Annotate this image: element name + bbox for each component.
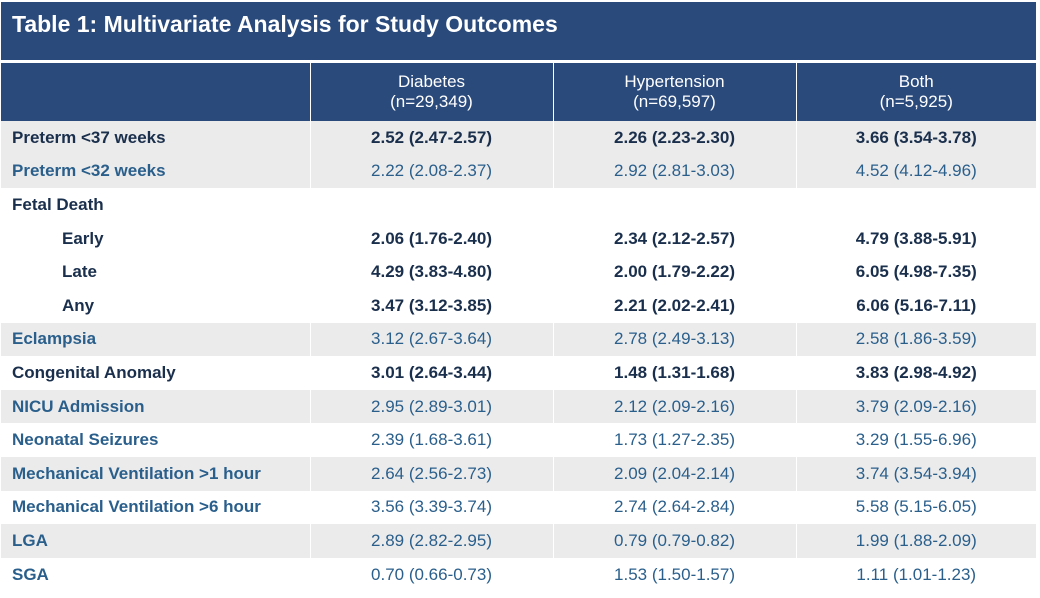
cell-diabetes: 3.56 (3.39-3.74): [309, 490, 553, 525]
row-label: Mechanical Ventilation >1 hour: [1, 456, 310, 491]
cell-hypertension: 1.53 (1.50-1.57): [552, 557, 796, 592]
row-label: Preterm <32 weeks: [1, 154, 310, 189]
column-header-diabetes: Diabetes (n=29,349): [309, 63, 553, 121]
cell-both: 4.79 (3.88-5.91): [795, 221, 1036, 256]
cell-both: 3.66 (3.54-3.78): [795, 121, 1036, 155]
cell-hypertension: 1.73 (1.27-2.35): [552, 423, 796, 457]
cell-diabetes: [309, 188, 553, 222]
column-header-both: Both (n=5,925): [795, 63, 1036, 121]
cell-both: 3.74 (3.54-3.94): [795, 456, 1036, 491]
cell-hypertension: 2.21 (2.02-2.41): [552, 288, 796, 323]
table-row: Preterm <37 weeks 2.52 (2.47-2.57) 2.26 …: [1, 121, 1036, 155]
row-label: Early: [1, 221, 310, 256]
cell-diabetes: 2.64 (2.56-2.73): [309, 456, 553, 491]
cell-hypertension: [552, 188, 796, 222]
cell-both: 1.99 (1.88-2.09): [795, 524, 1036, 558]
row-label: Eclampsia: [1, 322, 310, 357]
table-row: Mechanical Ventilation >6 hour 3.56 (3.3…: [1, 490, 1036, 525]
column-name: Diabetes: [397, 72, 466, 91]
cell-diabetes: 2.39 (1.68-3.61): [309, 423, 553, 457]
cell-hypertension: 1.48 (1.31-1.68): [552, 356, 796, 390]
row-label: NICU Admission: [1, 389, 310, 424]
cell-diabetes: 3.47 (3.12-3.85): [309, 288, 553, 323]
table-row: NICU Admission 2.95 (2.89-3.01) 2.12 (2.…: [1, 389, 1036, 424]
cell-hypertension: 2.34 (2.12-2.57): [552, 221, 796, 256]
column-header-hypertension: Hypertension (n=69,597): [552, 63, 796, 121]
cell-both: 6.06 (5.16-7.11): [795, 288, 1036, 323]
cell-diabetes: 3.01 (2.64-3.44): [309, 356, 553, 390]
cell-hypertension: 2.12 (2.09-2.16): [552, 389, 796, 424]
cell-diabetes: 2.06 (1.76-2.40): [309, 221, 553, 256]
cell-both: 1.11 (1.01-1.23): [795, 557, 1036, 592]
cell-both: 6.05 (4.98-7.35): [795, 255, 1036, 289]
row-label: Mechanical Ventilation >6 hour: [1, 490, 310, 525]
table-row: LGA 2.89 (2.82-2.95) 0.79 (0.79-0.82) 1.…: [1, 524, 1036, 558]
table-row: Preterm <32 weeks 2.22 (2.08-2.37) 2.92 …: [1, 154, 1036, 189]
column-name: Hypertension: [624, 72, 725, 91]
row-label: Preterm <37 weeks: [1, 121, 310, 155]
table-row: Fetal Death: [1, 188, 1036, 222]
cell-both: [795, 188, 1036, 222]
cell-diabetes: 4.29 (3.83-4.80): [309, 255, 553, 289]
row-label: Congenital Anomaly: [1, 356, 310, 390]
cell-hypertension: 0.79 (0.79-0.82): [552, 524, 796, 558]
cell-diabetes: 2.52 (2.47-2.57): [309, 121, 553, 155]
cell-both: 4.52 (4.12-4.96): [795, 154, 1036, 189]
cell-hypertension: 2.74 (2.64-2.84): [552, 490, 796, 525]
column-count: (n=5,925): [879, 92, 953, 111]
cell-both: 3.79 (2.09-2.16): [795, 389, 1036, 424]
table-row: Mechanical Ventilation >1 hour 2.64 (2.5…: [1, 456, 1036, 491]
table-title: Table 1: Multivariate Analysis for Study…: [1, 2, 1036, 60]
row-label: Late: [1, 255, 310, 289]
column-name: Both: [898, 72, 934, 91]
row-label: Fetal Death: [1, 188, 310, 222]
table-row: Late 4.29 (3.83-4.80) 2.00 (1.79-2.22) 6…: [1, 255, 1036, 289]
row-label: SGA: [1, 557, 310, 592]
table-row: Any 3.47 (3.12-3.85) 2.21 (2.02-2.41) 6.…: [1, 288, 1036, 323]
cell-both: 3.83 (2.98-4.92): [795, 356, 1036, 390]
row-label: Neonatal Seizures: [1, 423, 310, 457]
table-row: Eclampsia 3.12 (2.67-3.64) 2.78 (2.49-3.…: [1, 322, 1036, 357]
table-row: Neonatal Seizures 2.39 (1.68-3.61) 1.73 …: [1, 423, 1036, 457]
cell-both: 3.29 (1.55-6.96): [795, 423, 1036, 457]
cell-hypertension: 2.92 (2.81-3.03): [552, 154, 796, 189]
cell-both: 5.58 (5.15-6.05): [795, 490, 1036, 525]
cell-diabetes: 3.12 (2.67-3.64): [309, 322, 553, 357]
cell-diabetes: 0.70 (0.66-0.73): [309, 557, 553, 592]
row-label: Any: [1, 288, 310, 323]
cell-hypertension: 2.26 (2.23-2.30): [552, 121, 796, 155]
table-row: Congenital Anomaly 3.01 (2.64-3.44) 1.48…: [1, 356, 1036, 390]
cell-hypertension: 2.78 (2.49-3.13): [552, 322, 796, 357]
column-count: (n=69,597): [633, 92, 716, 111]
header-label-cell: [1, 63, 310, 121]
table-row: Early 2.06 (1.76-2.40) 2.34 (2.12-2.57) …: [1, 221, 1036, 256]
cell-hypertension: 2.00 (1.79-2.22): [552, 255, 796, 289]
outcomes-table: Diabetes (n=29,349) Hypertension (n=69,5…: [1, 63, 1036, 592]
cell-diabetes: 2.95 (2.89-3.01): [309, 389, 553, 424]
table-row: SGA 0.70 (0.66-0.73) 1.53 (1.50-1.57) 1.…: [1, 557, 1036, 592]
cell-hypertension: 2.09 (2.04-2.14): [552, 456, 796, 491]
column-count: (n=29,349): [390, 92, 473, 111]
cell-both: 2.58 (1.86-3.59): [795, 322, 1036, 357]
table-header-row: Diabetes (n=29,349) Hypertension (n=69,5…: [1, 63, 1036, 121]
row-label: LGA: [1, 524, 310, 558]
cell-diabetes: 2.89 (2.82-2.95): [309, 524, 553, 558]
cell-diabetes: 2.22 (2.08-2.37): [309, 154, 553, 189]
